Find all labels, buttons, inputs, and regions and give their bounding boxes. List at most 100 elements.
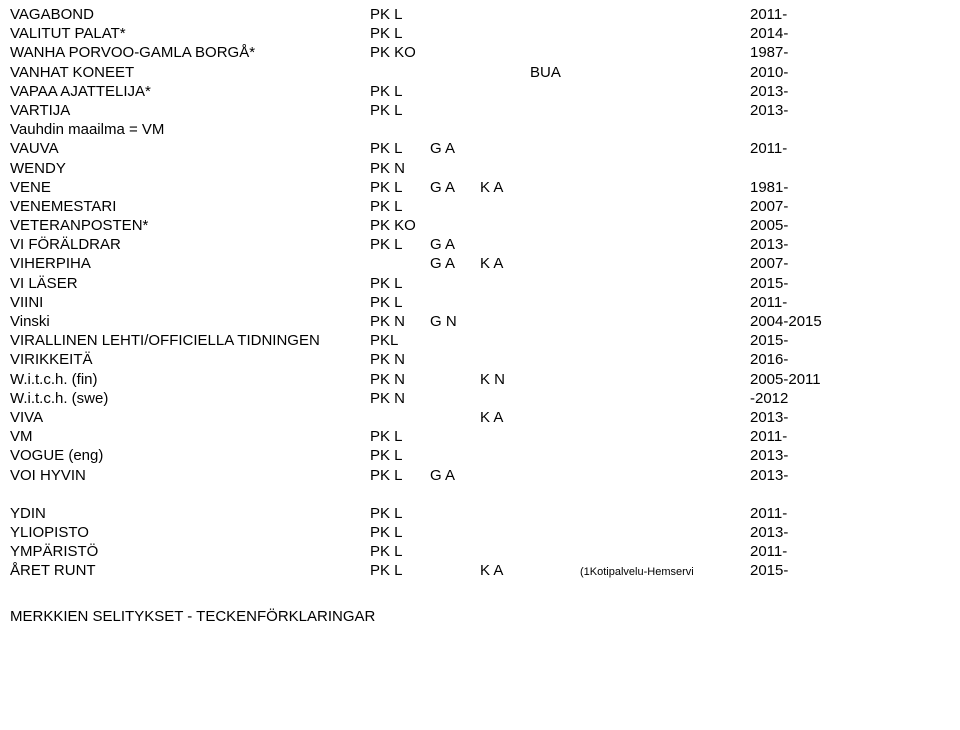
cell-c1: PK L (370, 505, 430, 522)
cell-c1: PK L (370, 543, 430, 560)
cell-c2: G A (430, 467, 480, 484)
cell-year: 2016- (750, 351, 850, 368)
cell-name: VENEMESTARI (10, 198, 370, 215)
table-row: VARTIJA PK L 2013- (10, 102, 950, 121)
cell-c1: PK KO (370, 217, 430, 234)
cell-year: 2013- (750, 236, 850, 253)
table-row: VAPAA AJATTELIJA* PK L 2013- (10, 83, 950, 102)
cell-name: VOGUE (eng) (10, 447, 370, 464)
cell-c1: PK L (370, 179, 430, 196)
cell-c1: PK N (370, 351, 430, 368)
cell-c1: PK L (370, 447, 430, 464)
cell-name: VAGABOND (10, 6, 370, 23)
cell-name: VOI HYVIN (10, 467, 370, 484)
table-row: VALITUT PALAT* PK L 2014- (10, 25, 950, 44)
cell-year: 2011- (750, 294, 850, 311)
rows-block-2: YDIN PK L 2011- YLIOPISTO PK L 2013- YMP… (10, 505, 950, 582)
cell-c3: K A (480, 255, 530, 272)
cell-name: VIHERPIHA (10, 255, 370, 272)
cell-name: VAPAA AJATTELIJA* (10, 83, 370, 100)
cell-name: VENE (10, 179, 370, 196)
cell-c1: PK L (370, 294, 430, 311)
cell-name: WANHA PORVOO-GAMLA BORGÅ* (10, 44, 370, 61)
cell-name: VI LÄSER (10, 275, 370, 292)
cell-year: 2005- (750, 217, 850, 234)
cell-year: 2007- (750, 255, 850, 272)
cell-c1: PK L (370, 467, 430, 484)
cell-year: 1987- (750, 44, 850, 61)
cell-c3: K N (480, 371, 530, 388)
table-row: VENE PK L G A K A 1981- (10, 179, 950, 198)
cell-year: 2011- (750, 505, 850, 522)
cell-name: W.i.t.c.h. (swe) (10, 390, 370, 407)
cell-name: ÅRET RUNT (10, 562, 370, 579)
cell-year: 2013- (750, 524, 850, 541)
footer-heading: MERKKIEN SELITYKSET - TECKENFÖRKLARINGAR (10, 608, 950, 625)
cell-name: VI FÖRÄLDRAR (10, 236, 370, 253)
cell-c1: PKL (370, 332, 430, 349)
cell-name: VIINI (10, 294, 370, 311)
table-row: YLIOPISTO PK L 2013- (10, 524, 950, 543)
cell-c1: PK N (370, 390, 430, 407)
cell-year: 2011- (750, 428, 850, 445)
cell-c1: PK N (370, 313, 430, 330)
cell-c1: PK L (370, 25, 430, 42)
cell-c2: G N (430, 313, 480, 330)
cell-c1: PK L (370, 83, 430, 100)
table-row: VI FÖRÄLDRAR PK L G A 2013- (10, 236, 950, 255)
cell-c1: PK L (370, 6, 430, 23)
cell-year: 2004-2015 (750, 313, 850, 330)
cell-year: -2012 (750, 390, 850, 407)
table-row: VIVA K A 2013- (10, 409, 950, 428)
page: VAGABOND PK L 2011- VALITUT PALAT* PK L … (0, 0, 960, 730)
cell-name: VARTIJA (10, 102, 370, 119)
cell-year: 2013- (750, 409, 850, 426)
cell-year: 2013- (750, 447, 850, 464)
cell-year: 2013- (750, 83, 850, 100)
cell-c1: PK L (370, 275, 430, 292)
cell-name: WENDY (10, 160, 370, 177)
cell-c1: PK L (370, 140, 430, 157)
cell-c2: G A (430, 179, 480, 196)
cell-year: 2007- (750, 198, 850, 215)
cell-year: 2015- (750, 562, 850, 579)
cell-year: 2015- (750, 275, 850, 292)
cell-c1: PK L (370, 524, 430, 541)
cell-c3: K A (480, 179, 530, 196)
cell-year: 2005-2011 (750, 371, 850, 388)
cell-c3: K A (480, 409, 530, 426)
cell-c2: G A (430, 140, 480, 157)
table-row: VM PK L 2011- (10, 428, 950, 447)
table-row: YMPÄRISTÖ PK L 2011- (10, 543, 950, 562)
table-row: VENEMESTARI PK L 2007- (10, 198, 950, 217)
cell-c1: PK L (370, 428, 430, 445)
cell-year: 2011- (750, 543, 850, 560)
table-row: WANHA PORVOO-GAMLA BORGÅ* PK KO 1987- (10, 44, 950, 63)
cell-c1: PK L (370, 198, 430, 215)
cell-name: YDIN (10, 505, 370, 522)
cell-name: VIVA (10, 409, 370, 426)
table-row: VAGABOND PK L 2011- (10, 6, 950, 25)
rows-block-1: VAGABOND PK L 2011- VALITUT PALAT* PK L … (10, 6, 950, 486)
cell-year: 1981- (750, 179, 850, 196)
cell-name: VETERANPOSTEN* (10, 217, 370, 234)
table-row: YDIN PK L 2011- (10, 505, 950, 524)
cell-name: Vauhdin maailma = VM (10, 121, 370, 138)
cell-name: YLIOPISTO (10, 524, 370, 541)
cell-name: W.i.t.c.h. (fin) (10, 371, 370, 388)
cell-c1: PK L (370, 236, 430, 253)
cell-year: 2014- (750, 25, 850, 42)
cell-name: VAUVA (10, 140, 370, 157)
cell-c1: PK L (370, 102, 430, 119)
table-row: VIINI PK L 2011- (10, 294, 950, 313)
table-row: W.i.t.c.h. (swe) PK N -2012 (10, 390, 950, 409)
cell-year: 2011- (750, 140, 850, 157)
cell-name: YMPÄRISTÖ (10, 543, 370, 560)
section-gap (10, 486, 950, 505)
table-row: VANHAT KONEET BUA 2010- (10, 64, 950, 83)
cell-year: 2013- (750, 102, 850, 119)
table-row: VI LÄSER PK L 2015- (10, 275, 950, 294)
cell-c1: PK L (370, 562, 430, 579)
table-row: VIRIKKEITÄ PK N 2016- (10, 351, 950, 370)
table-row: VIHERPIHA G A K A 2007- (10, 255, 950, 274)
